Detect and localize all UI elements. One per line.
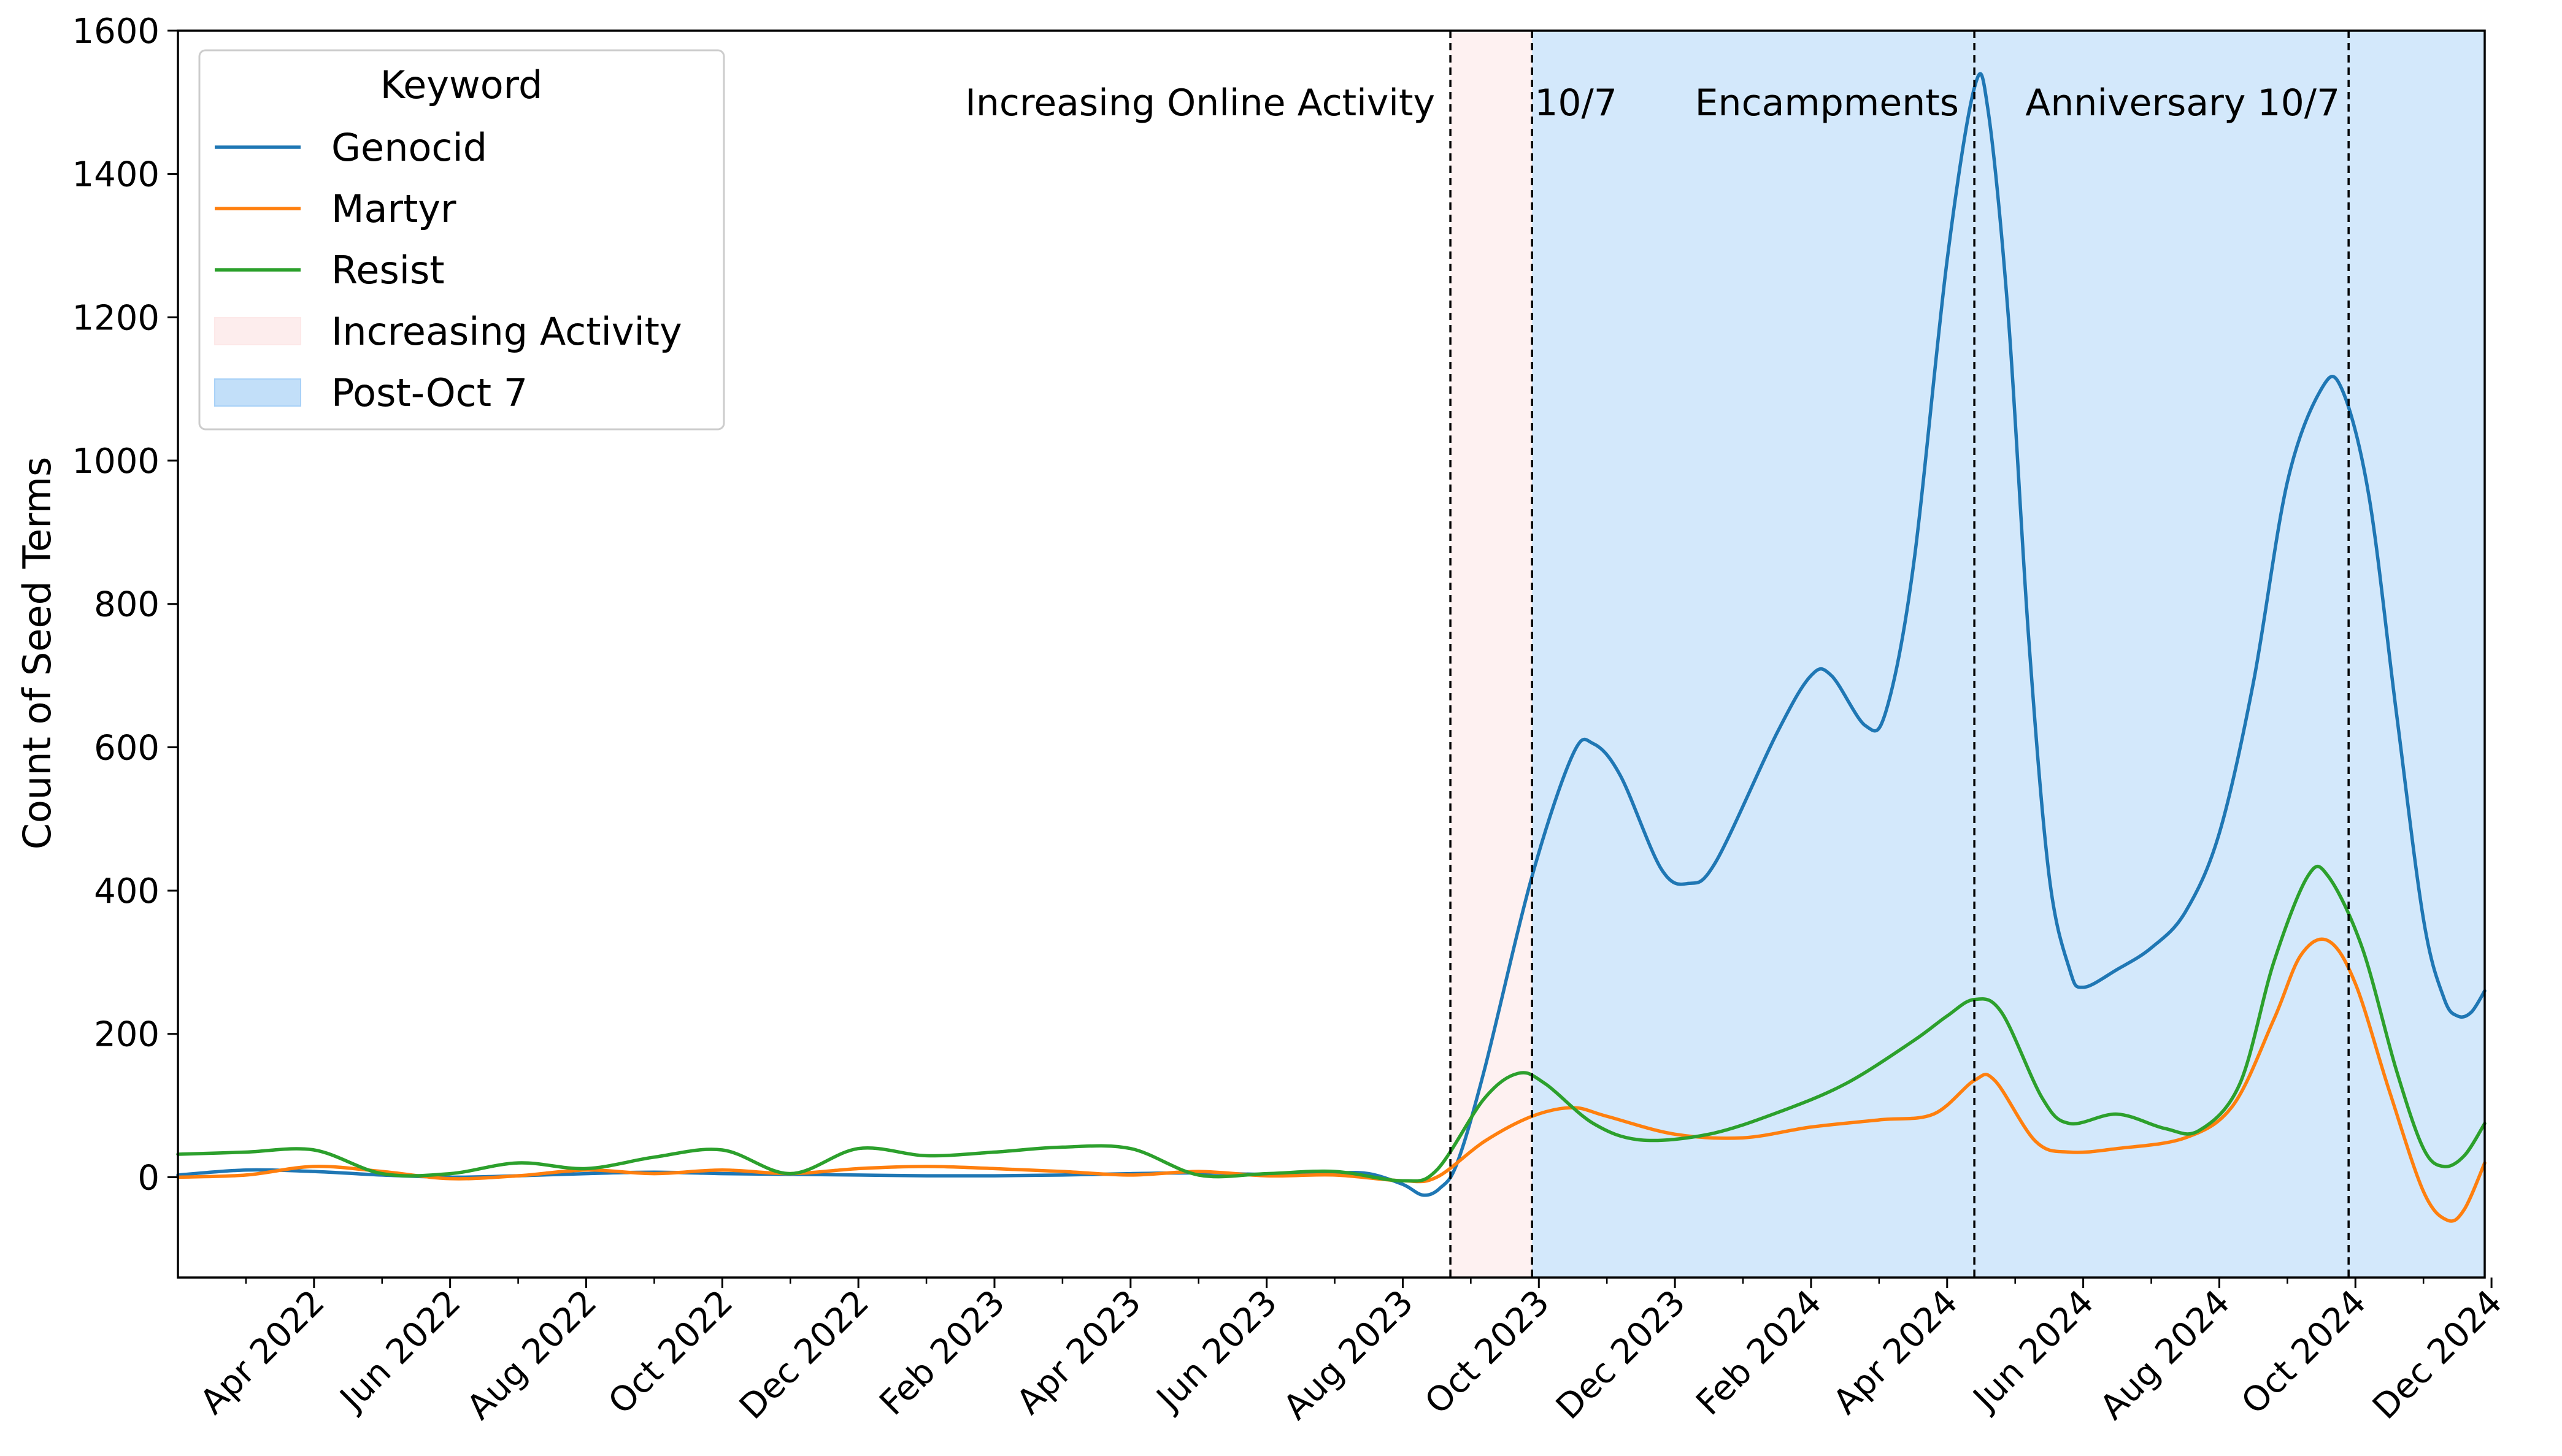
- series-line-resist: [176, 864, 2487, 1183]
- y-axis-label: Count of Seed Terms: [15, 457, 60, 850]
- y-tick-label: 600: [94, 728, 160, 768]
- legend: Keyword Genocid Martyr Resist Increasing Act…: [198, 49, 725, 431]
- legend-swatch-increasing-activity: [214, 317, 301, 345]
- legend-label-resist: Resist: [331, 248, 445, 293]
- plot-frame: [177, 29, 2486, 1279]
- legend-swatch-post-oct-7: [214, 378, 301, 407]
- series-line-martyr: [176, 937, 2487, 1223]
- y-tick-label: 200: [94, 1015, 160, 1055]
- y-tick-label: 1000: [72, 442, 160, 481]
- legend-label-post-oct-7: Post-Oct 7: [331, 370, 528, 415]
- legend-label-martyr: Martyr: [331, 186, 456, 231]
- legend-box: [198, 49, 725, 431]
- legend-title: Keyword: [380, 63, 543, 107]
- y-tick-label: 1200: [72, 298, 160, 338]
- annotation-anniversary-10-7: Anniversary 10/7: [2025, 82, 2340, 125]
- annotation-10-7: 10/7: [1534, 82, 1617, 125]
- region-increasing-activity: [1450, 31, 1533, 1278]
- y-tick-label: 400: [94, 872, 160, 911]
- legend-label-genocid: Genocid: [331, 125, 487, 170]
- y-tick-label: 800: [94, 585, 160, 625]
- series-line-genocid: [176, 72, 2487, 1197]
- legend-label-increasing-activity: Increasing Activity: [331, 309, 682, 354]
- y-tick-label: 0: [137, 1158, 160, 1198]
- annotation-increasing-online-activity: Increasing Online Activity: [965, 82, 1435, 125]
- y-tick-label: 1600: [72, 12, 160, 52]
- annotation-encampments: Encampments: [1695, 82, 1959, 125]
- region-post-oct-7: [1532, 31, 2485, 1278]
- y-tick-label: 1400: [72, 155, 160, 195]
